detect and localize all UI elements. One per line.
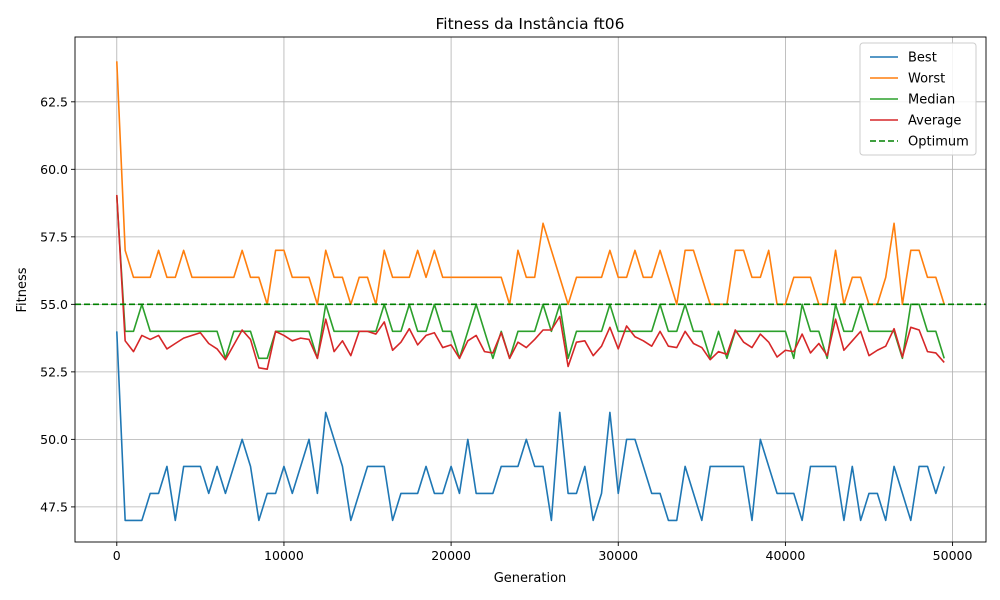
legend-label-optimum: Optimum bbox=[908, 135, 969, 150]
legend-label-best: Best bbox=[908, 51, 937, 66]
y-tick-label: 52.5 bbox=[40, 364, 68, 379]
x-tick-label: 0 bbox=[113, 548, 121, 563]
axes-frame bbox=[74, 36, 987, 543]
axes: 0 10000 20000 30000 40000 50000 47.5 50.0 52.5 55… bbox=[40, 36, 987, 563]
y-tick-label: 62.5 bbox=[40, 94, 68, 109]
chart-title: Fitness da Instância ft06 bbox=[436, 15, 625, 33]
legend-label-average: Average bbox=[908, 114, 961, 129]
plot-area bbox=[75, 61, 986, 522]
y-tick-label: 60.0 bbox=[40, 162, 68, 177]
x-tick-label: 20000 bbox=[431, 548, 471, 563]
x-tick-label: 10000 bbox=[264, 548, 304, 563]
legend-label-median: Median bbox=[908, 93, 955, 108]
y-axis-title: Fitness bbox=[15, 267, 30, 312]
series-line-average bbox=[115, 194, 945, 370]
y-tick-label: 55.0 bbox=[40, 297, 68, 312]
legend-label-worst: Worst bbox=[908, 72, 945, 87]
legend-box bbox=[859, 42, 977, 156]
x-axis-title: Generation bbox=[494, 571, 567, 586]
y-tick-label: 57.5 bbox=[40, 229, 68, 244]
y-tick-label: 47.5 bbox=[40, 499, 68, 514]
x-tick-label: 30000 bbox=[598, 548, 638, 563]
x-tick-label: 50000 bbox=[933, 548, 973, 563]
legend: Best Worst Median Average Optimum bbox=[859, 42, 977, 156]
x-tick-label: 40000 bbox=[766, 548, 806, 563]
series-line-median bbox=[115, 196, 945, 360]
y-tick-label: 50.0 bbox=[40, 432, 68, 447]
series-line-best bbox=[115, 331, 945, 522]
series-line-worst bbox=[115, 61, 945, 306]
